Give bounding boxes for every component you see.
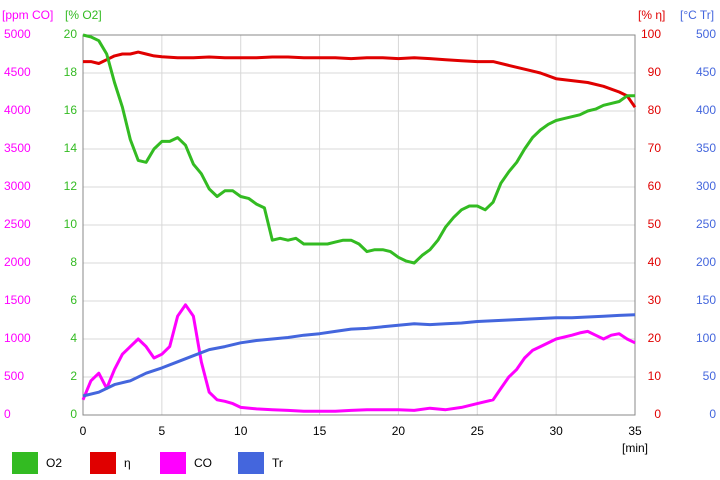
y-tick-label: 500 — [4, 369, 24, 383]
y-tick-label: 5000 — [4, 27, 31, 41]
y-axis-label: [ppm CO] — [2, 8, 53, 22]
y-tick-label: 20 — [648, 331, 662, 345]
x-tick-label: 30 — [549, 424, 563, 438]
x-axis-label: [min] — [622, 441, 648, 455]
y-tick-label: 20 — [64, 27, 78, 41]
y-tick-label: 350 — [696, 141, 716, 155]
y-tick-label: 150 — [696, 293, 716, 307]
legend-label: η — [124, 456, 131, 470]
plot-frame — [82, 34, 636, 416]
legend-label: Tr — [272, 456, 283, 470]
x-tick-label: 10 — [234, 424, 248, 438]
y-tick-label: 450 — [696, 65, 716, 79]
y-tick-label: 300 — [696, 179, 716, 193]
y-tick-label: 4500 — [4, 65, 31, 79]
series-line — [83, 50, 637, 109]
y-tick-label: 3000 — [4, 179, 31, 193]
y-tick-label: 100 — [641, 27, 661, 41]
y-tick-label: 1000 — [4, 331, 31, 345]
y-tick-label: 100 — [696, 331, 716, 345]
y-tick-label: 0 — [709, 407, 716, 421]
y-tick-label: 90 — [648, 65, 662, 79]
y-tick-label: 2000 — [4, 255, 31, 269]
y-tick-label: 12 — [64, 179, 78, 193]
x-tick-label: 20 — [392, 424, 406, 438]
y-axis-label: [°C Tr] — [680, 8, 714, 22]
y-tick-label: 2500 — [4, 217, 31, 231]
y-tick-label: 80 — [648, 103, 662, 117]
y-tick-label: 0 — [4, 407, 11, 421]
legend-label: O2 — [46, 456, 62, 470]
y-axis-label: [% η] — [638, 8, 665, 22]
x-tick-label: 0 — [80, 424, 87, 438]
legend-label: CO — [194, 456, 212, 470]
y-tick-label: 18 — [64, 65, 78, 79]
y-tick-label: 8 — [70, 255, 77, 269]
series-line — [82, 33, 635, 265]
y-axis-label: [% O2] — [65, 8, 102, 22]
y-tick-label: 70 — [648, 141, 662, 155]
y-tick-label: 400 — [696, 103, 716, 117]
legend-swatch — [90, 452, 116, 474]
y-tick-label: 10 — [648, 369, 662, 383]
x-tick-label: 15 — [313, 424, 327, 438]
y-tick-label: 6 — [70, 293, 77, 307]
y-tick-label: 3500 — [4, 141, 31, 155]
y-tick-label: 4 — [70, 331, 77, 345]
y-tick-label: 50 — [648, 217, 662, 231]
x-tick-label: 25 — [471, 424, 485, 438]
series-line — [81, 303, 636, 413]
y-tick-label: 2 — [70, 369, 77, 383]
y-tick-label: 250 — [696, 217, 716, 231]
y-tick-label: 10 — [64, 217, 78, 231]
y-tick-label: 4000 — [4, 103, 31, 117]
y-tick-label: 14 — [64, 141, 78, 155]
y-tick-label: 500 — [696, 27, 716, 41]
y-tick-label: 60 — [648, 179, 662, 193]
legend-swatch — [238, 452, 264, 474]
y-tick-label: 50 — [703, 369, 717, 383]
legend-swatch — [160, 452, 186, 474]
y-tick-label: 1500 — [4, 293, 31, 307]
x-tick-label: 35 — [628, 424, 642, 438]
y-tick-label: 200 — [696, 255, 716, 269]
x-tick-label: 5 — [159, 424, 166, 438]
legend-swatch — [12, 452, 38, 474]
y-tick-label: 30 — [648, 293, 662, 307]
y-tick-label: 0 — [70, 407, 77, 421]
y-tick-label: 40 — [648, 255, 662, 269]
series-line — [82, 313, 636, 398]
y-tick-label: 16 — [64, 103, 78, 117]
y-tick-label: 0 — [654, 407, 661, 421]
